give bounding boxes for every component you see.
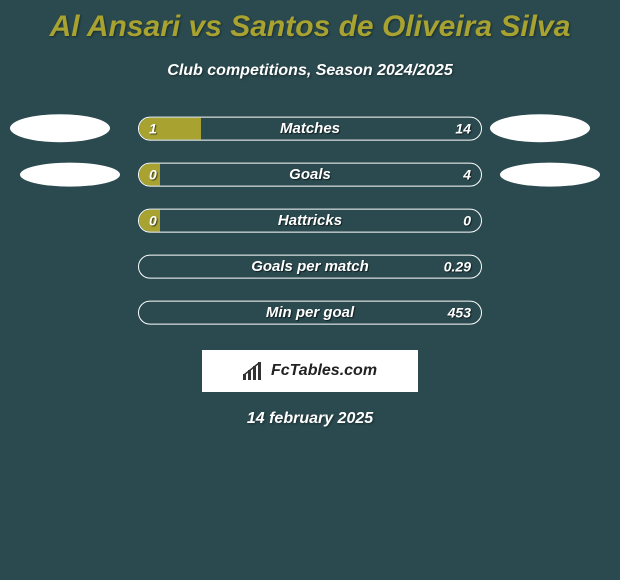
stat-label: Goals	[139, 166, 481, 183]
comparison-row: Min per goal453	[0, 292, 620, 338]
page-subtitle: Club competitions, Season 2024/2025	[0, 62, 620, 80]
stat-bar: 1Matches14	[138, 117, 482, 141]
comparison-rows: 1Matches140Goals40Hattricks0Goals per ma…	[0, 108, 620, 338]
chart-icon	[243, 362, 265, 380]
stat-label: Goals per match	[139, 258, 481, 275]
stat-label: Min per goal	[139, 304, 481, 321]
stat-bar-fill	[139, 210, 160, 232]
stat-bar: Min per goal453	[138, 301, 482, 325]
stat-right-value: 0	[463, 213, 471, 229]
stat-right-value: 14	[455, 121, 471, 137]
source-badge-text: FcTables.com	[271, 362, 377, 380]
stat-right-value: 0.29	[444, 259, 471, 275]
stat-right-value: 4	[463, 167, 471, 183]
player-right-ellipse	[490, 114, 590, 142]
stat-bar-fill	[139, 118, 201, 140]
stat-bar-fill	[139, 164, 160, 186]
comparison-row: 1Matches14	[0, 108, 620, 154]
player-right-ellipse	[500, 163, 600, 187]
player-left-ellipse	[20, 163, 120, 187]
stat-bar: 0Goals4	[138, 163, 482, 187]
stat-right-value: 453	[448, 305, 471, 321]
comparison-row: 0Goals4	[0, 154, 620, 200]
stat-bar: 0Hattricks0	[138, 209, 482, 233]
comparison-row: Goals per match0.29	[0, 246, 620, 292]
page-title: Al Ansari vs Santos de Oliveira Silva	[0, 0, 620, 44]
stat-label: Hattricks	[139, 212, 481, 229]
stat-bar: Goals per match0.29	[138, 255, 482, 279]
player-left-ellipse	[10, 114, 110, 142]
comparison-row: 0Hattricks0	[0, 200, 620, 246]
footer-date: 14 february 2025	[0, 410, 620, 428]
source-badge: FcTables.com	[202, 350, 418, 392]
